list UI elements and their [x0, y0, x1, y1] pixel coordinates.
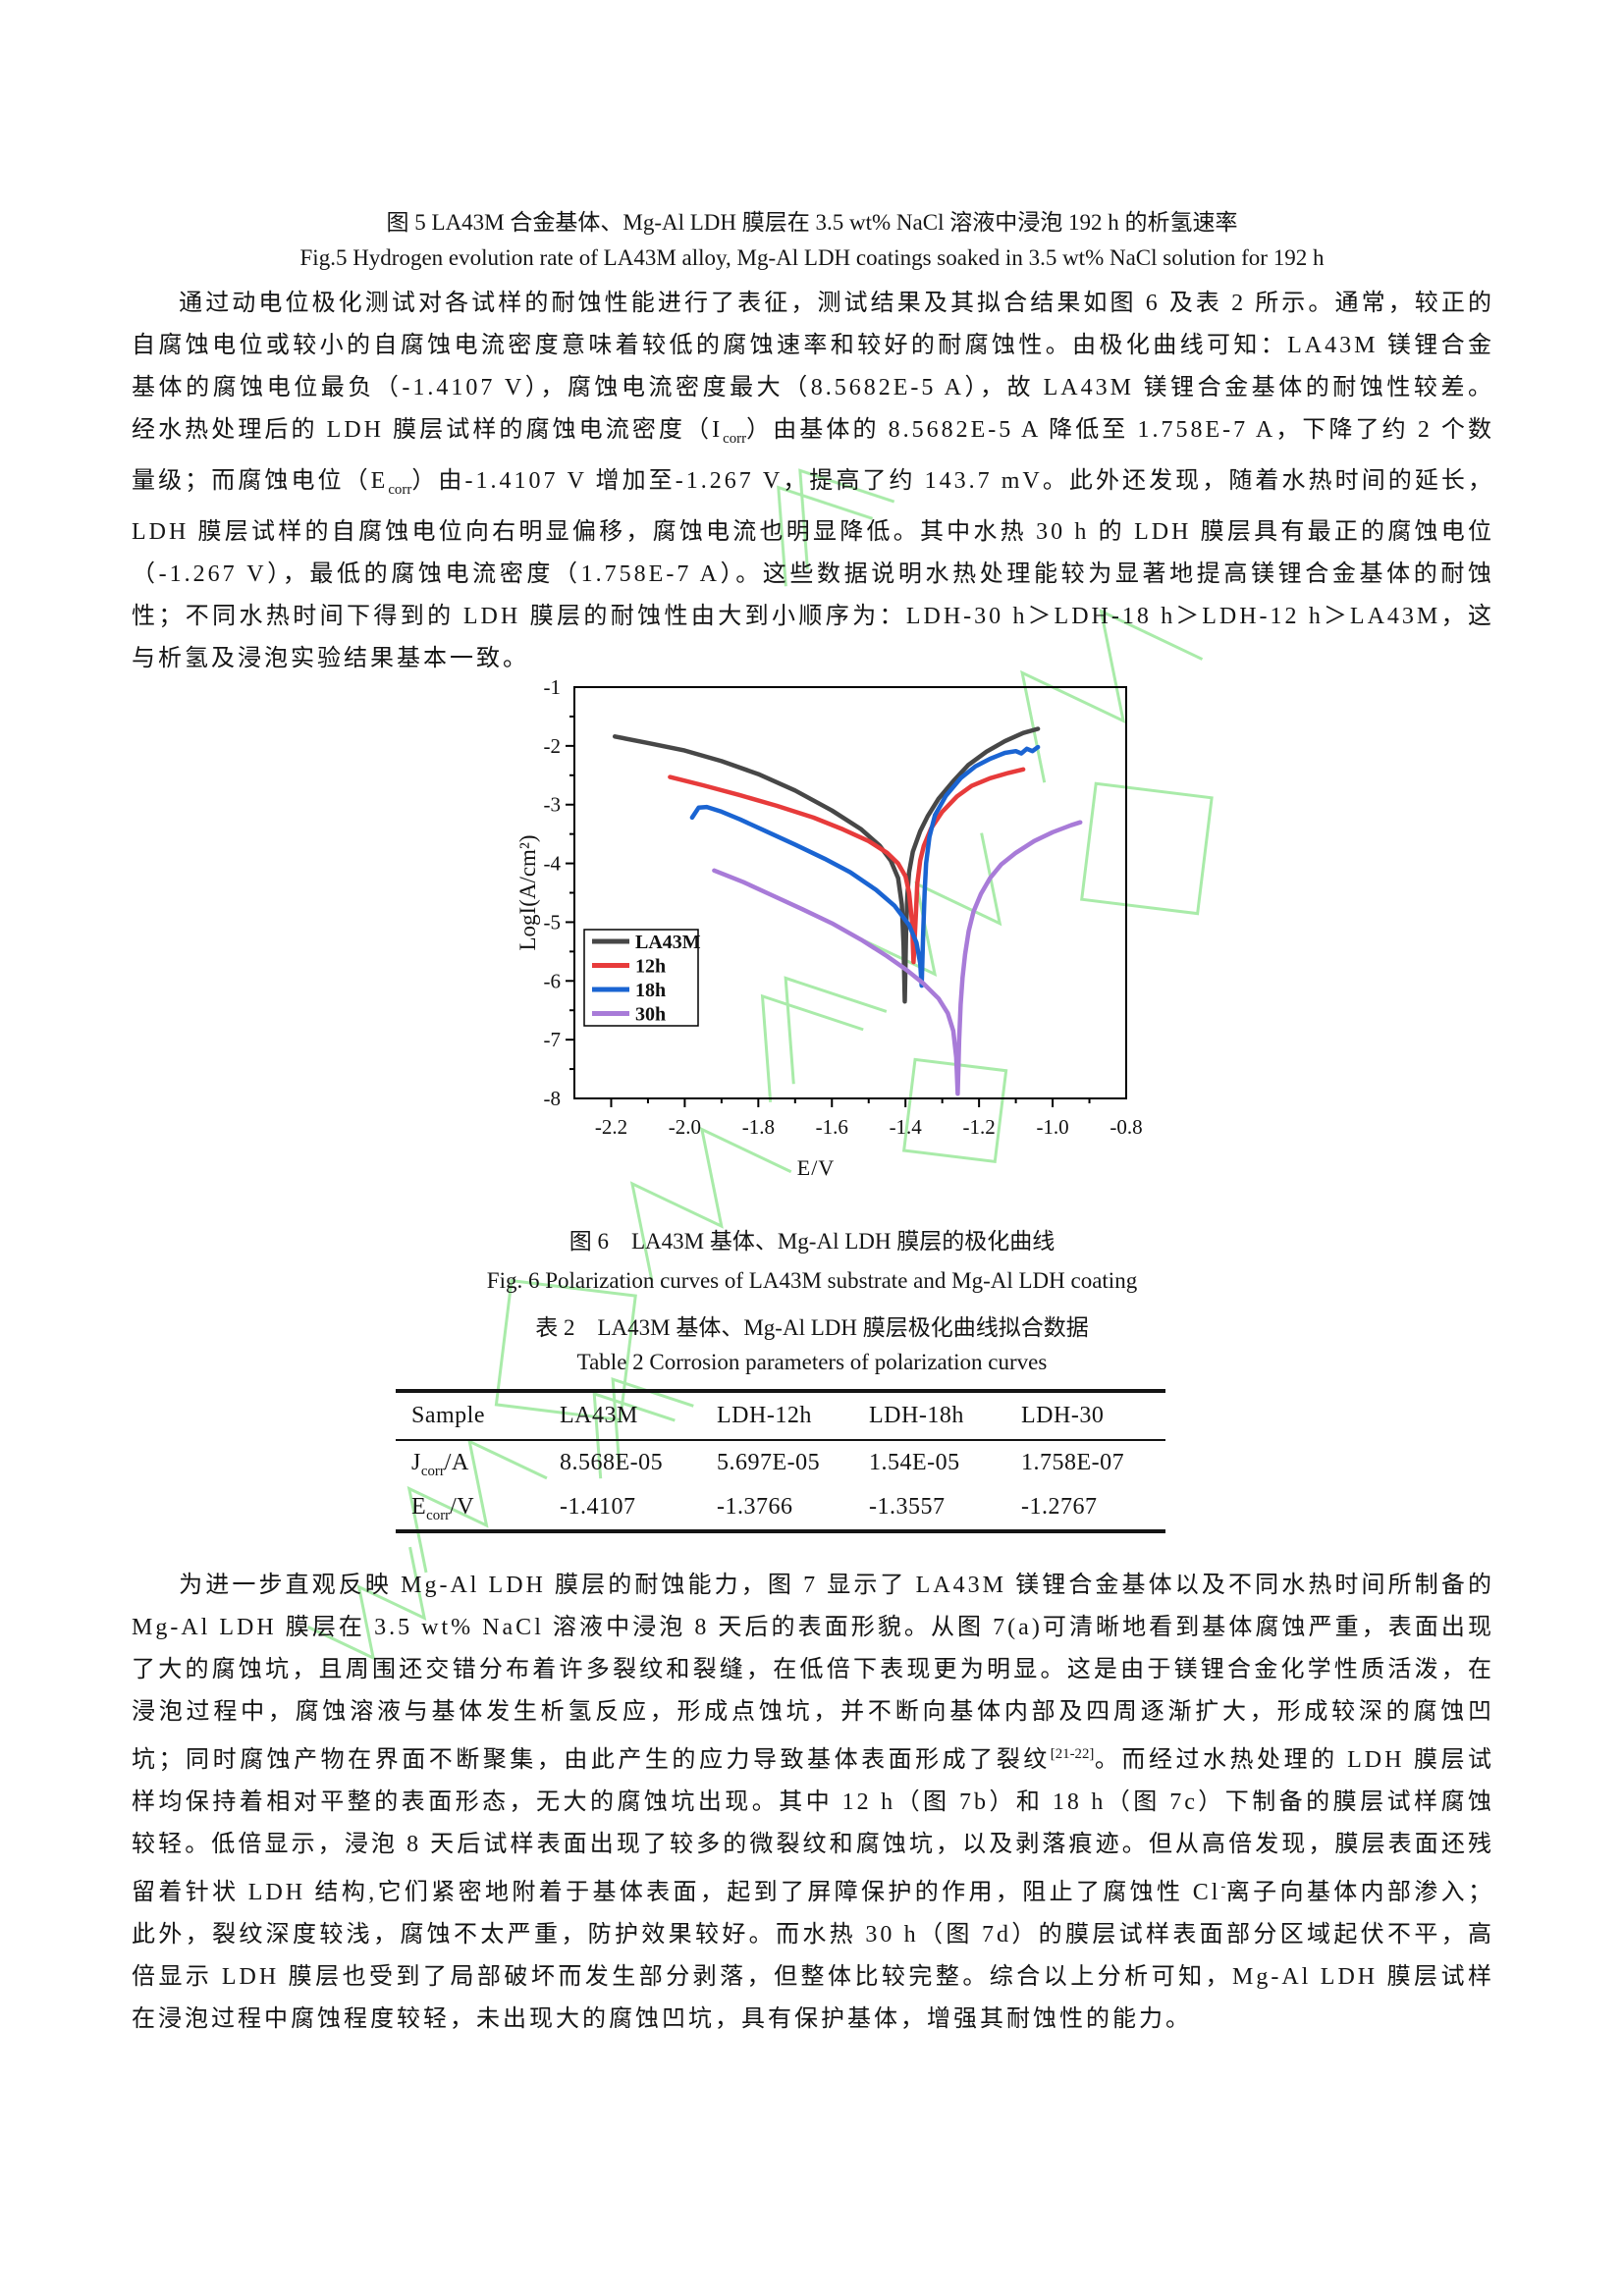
axis-tick-labels: -2.2 -2.0 -1.8 -1.6 -1.4 -1.2 -1.0 -0.8 -1 -2 -3 -4…	[544, 675, 1143, 1139]
jcorr-ldh12h: 5.697E-05	[717, 1450, 821, 1475]
svg-text:-3: -3	[544, 793, 562, 817]
legend-label-LA43M: LA43M	[635, 932, 701, 953]
ecorr-ldh12h: -1.3766	[717, 1494, 793, 1520]
column-header-ldh18h: LDH-18h	[869, 1403, 964, 1428]
row-label-jcorr: Jcorr/A	[411, 1450, 469, 1479]
table-row-ecorr: Ecorr/V -1.4107 -1.3766 -1.3557 -1.2767	[396, 1485, 1165, 1529]
watermark-shape	[735, 437, 894, 586]
curve-LA43M	[612, 726, 1041, 1004]
legend-label-30h: 30h	[635, 1004, 666, 1026]
para1-text: ）由基体的 8.5682E-5 A 降低至 1.758E-7 A，下降了约 2 …	[132, 417, 1494, 494]
table2-caption-en: Table 2 Corrosion parameters of polariza…	[576, 1350, 1048, 1374]
figure6-caption-zh: 图 6 LA43M 基体、Mg-Al LDH 膜层的极化曲线	[568, 1229, 1056, 1254]
watermark-shape	[379, 1417, 547, 1573]
table-header-row: Sample LA43M LDH-12h LDH-18h LDH-30	[396, 1393, 1165, 1441]
curve-12h	[668, 767, 1026, 965]
jcorr-la43m: 8.568E-05	[560, 1450, 664, 1475]
curve-30h	[712, 820, 1083, 1096]
y-axis-label: LogI(A/cm²)	[515, 834, 540, 950]
legend-label-12h: 12h	[635, 956, 666, 978]
svg-text:-1.6: -1.6	[816, 1115, 848, 1139]
svg-text:-5: -5	[544, 910, 562, 934]
paragraph-polarization-discussion: 通过动电位极化测试对各试样的耐蚀性能进行了表征，测试结果及其拟合结果如图 6 及…	[132, 283, 1494, 680]
watermark-shape	[983, 580, 1203, 782]
column-header-ldh30: LDH-30	[1021, 1403, 1105, 1428]
corrosion-parameters-table: Sample LA43M LDH-12h LDH-18h LDH-30 Jcor…	[396, 1389, 1165, 1533]
svg-text:-8: -8	[544, 1087, 562, 1110]
column-header-ldh12h: LDH-12h	[717, 1403, 812, 1428]
svg-text:-6: -6	[544, 969, 562, 992]
watermark-shape	[716, 941, 887, 1101]
subscript-corr: corr	[723, 430, 747, 447]
svg-text:-4: -4	[544, 852, 562, 876]
axis-ticks	[566, 715, 1091, 1107]
svg-text:-1.8: -1.8	[742, 1115, 775, 1139]
paragraph-immersion-morphology: 为进一步直观反映 Mg-Al LDH 膜层的耐蚀能力，图 7 显示了 LA43M…	[132, 1565, 1494, 2041]
para2-text: 离子向基体内部渗入；此外，裂纹深度较浅，腐蚀不太严重，防护效果较好。而水热 30…	[132, 1880, 1494, 2032]
para2-text: 为进一步直观反映 Mg-Al LDH 膜层的耐蚀能力，图 7 显示了 LA43M…	[132, 1573, 1494, 1773]
plot-frame	[573, 686, 1127, 1099]
para1-text: 通过动电位极化测试对各试样的耐蚀性能进行了表征，测试结果及其拟合结果如图 6 及…	[132, 291, 1494, 443]
svg-text:-1.2: -1.2	[963, 1115, 996, 1139]
ecorr-ldh18h: -1.3557	[869, 1494, 946, 1520]
subscript-corr: corr	[388, 481, 412, 498]
watermark-shape	[597, 1102, 790, 1281]
column-header-la43m: LA43M	[560, 1403, 638, 1428]
watermark-shape	[442, 1226, 690, 1474]
svg-text:-7: -7	[544, 1028, 562, 1051]
svg-text:-1.0: -1.0	[1036, 1115, 1068, 1139]
legend-label-18h: 18h	[635, 980, 666, 1001]
jcorr-ldh30: 1.758E-07	[1021, 1450, 1125, 1475]
row-label-ecorr: Ecorr/V	[411, 1494, 475, 1523]
legend-box	[583, 929, 699, 1027]
column-header-sample: Sample	[411, 1403, 485, 1428]
figure5-caption-en: Fig.5 Hydrogen evolution rate of LA43M a…	[299, 245, 1325, 270]
ecorr-la43m: -1.4107	[560, 1494, 636, 1520]
svg-text:-2: -2	[544, 734, 562, 758]
para2-text: 。而经过水热处理的 LDH 膜层试样均保持着相对平整的表面形态，无大的腐蚀坑出现…	[132, 1747, 1495, 1905]
reference-superscript: [21-22]	[1050, 1746, 1095, 1762]
figure5-caption-zh: 图 5 LA43M 合金基体、Mg-Al LDH 膜层在 3.5 wt% NaC…	[386, 210, 1238, 235]
x-axis-label: E/V	[797, 1155, 835, 1180]
watermark-shape	[557, 1351, 693, 1479]
chloride-ion-superscript: -	[1220, 1879, 1226, 1895]
watermark-shape	[308, 1547, 451, 1678]
figure6-caption-en: Fig. 6 Polarization curves of LA43M subs…	[486, 1268, 1138, 1293]
jcorr-ldh18h: 1.54E-05	[869, 1450, 960, 1475]
curve-18h	[689, 744, 1041, 988]
para1-text: ）由-1.4107 V 增加至-1.267 V，提高了约 143.7 mV。此外…	[132, 467, 1494, 671]
svg-text:-0.8: -0.8	[1110, 1115, 1142, 1139]
svg-text:-2.2: -2.2	[595, 1115, 627, 1139]
table2-caption-zh: 表 2 LA43M 基体、Mg-Al LDH 膜层极化曲线拟合数据	[535, 1315, 1089, 1340]
svg-text:-1: -1	[544, 675, 562, 699]
watermark-shape	[864, 1020, 1046, 1201]
polarization-curves-chart: -2.2 -2.0 -1.8 -1.6 -1.4 -1.2 -1.0 -0.8 -1 -2 -3 -4…	[515, 675, 1143, 1180]
table-row-jcorr: Jcorr/A 8.568E-05 5.697E-05 1.54E-05 1.7…	[396, 1441, 1165, 1485]
watermark-shape	[1031, 733, 1263, 965]
ecorr-ldh30: -1.2767	[1021, 1494, 1098, 1520]
svg-text:-2.0: -2.0	[669, 1115, 701, 1139]
svg-text:-1.4: -1.4	[890, 1115, 923, 1139]
